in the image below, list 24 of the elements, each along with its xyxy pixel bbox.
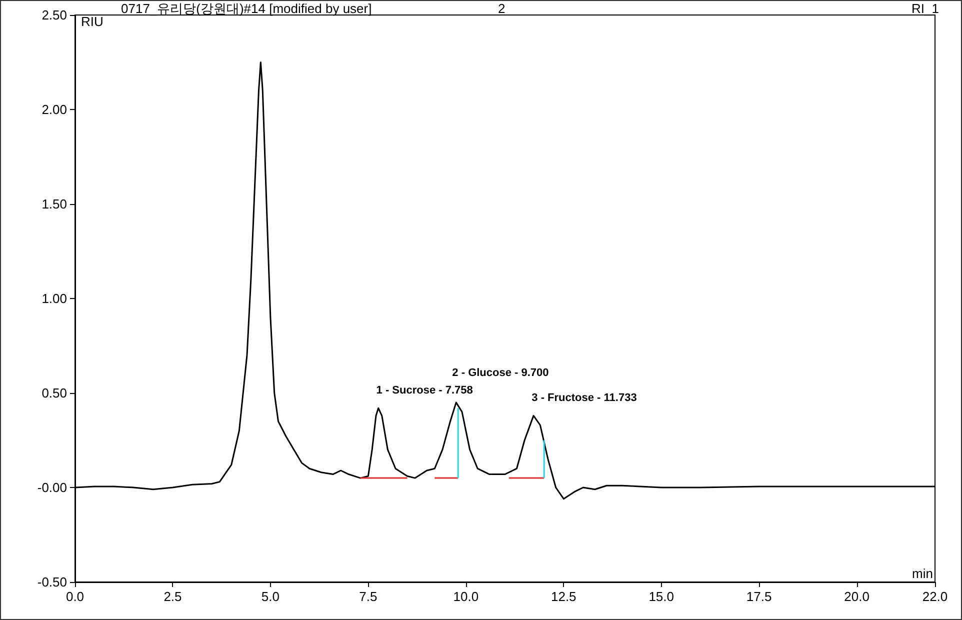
x-tick-label: 7.5 [359,589,378,604]
chart-title: 0717_유리당(강원대)#14 [modified by user] [121,1,372,16]
x-tick-label: 2.5 [164,589,182,604]
x-tick-label: 20.0 [844,589,870,604]
x-tick-label: 0.0 [66,589,84,604]
y-tick-label: 2.00 [42,102,67,117]
x-tick-label: 5.0 [261,589,280,604]
y-tick-label: -0.50 [37,574,67,590]
y-tick-label: 1.50 [42,196,67,212]
chart-subtitle: 2 [498,1,506,16]
y-tick-label: 0.50 [42,386,67,400]
x-axis-title: min [912,566,934,581]
x-tick-label: 15.0 [648,589,674,604]
y-tick-label: 2.50 [42,8,67,22]
annotation: 2 - Glucose - 9.700 [452,366,549,379]
x-tick-label: 12.5 [550,589,576,604]
x-tick-label: 10.0 [453,589,479,604]
y-tick-label: 1.00 [42,291,67,306]
y-axis-title: RIU [81,14,104,29]
y-tick-label: -0.00 [37,480,67,495]
x-tick-label: 22.0 [922,589,948,604]
annotation: 1 - Sucrose - 7.758 [376,384,473,397]
annotation: 3 - Fructose - 11.733 [532,392,637,404]
x-tick-label: 17.5 [746,589,772,604]
